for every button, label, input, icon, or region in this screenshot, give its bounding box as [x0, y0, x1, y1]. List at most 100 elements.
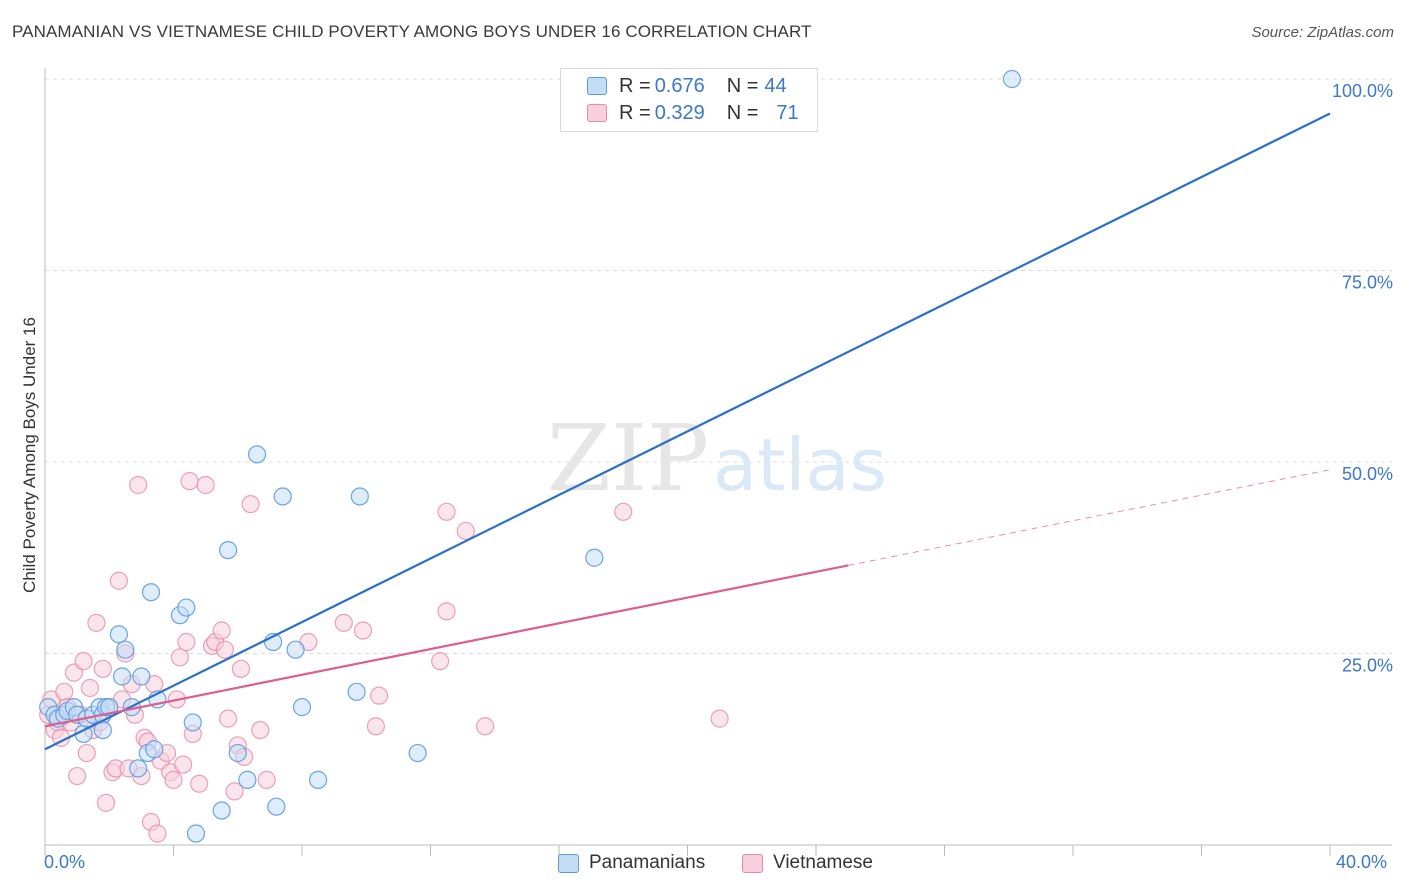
vietnamese-point — [437, 502, 456, 521]
vietnamese-point — [251, 720, 270, 740]
chart-source: Source: ZipAtlas.com — [1251, 24, 1394, 41]
watermark-zip: ZIP — [547, 405, 709, 512]
vietnamese-point — [437, 602, 456, 621]
vietnamese-point — [96, 793, 116, 812]
panamanian-point — [286, 640, 305, 659]
y-tick-label: 75.0% — [1342, 273, 1393, 293]
y-tick-labels: 25.0% 50.0% 75.0% 100.0% — [1332, 81, 1393, 676]
vietnamese-point — [190, 774, 209, 793]
vietnamese-point — [257, 770, 276, 789]
vietnamese-point — [334, 613, 353, 632]
legend-item-panamanians: Panamanians — [558, 852, 705, 874]
vietnamese-point — [431, 652, 450, 671]
panamanian-point — [100, 698, 119, 717]
vietnamese-point — [219, 709, 238, 728]
legend-r-value: 0.676 — [654, 74, 705, 97]
panamanian-point — [308, 770, 328, 789]
panamanian-point — [112, 667, 132, 686]
panamanian-point — [177, 598, 196, 617]
panamanian-point — [585, 548, 604, 567]
series-legend: Panamanians Vietnamese — [0, 852, 1406, 878]
legend-r-label: R = — [619, 74, 651, 97]
panamanian-point — [141, 583, 161, 602]
legend-r-value: 0.329 — [654, 101, 705, 124]
vietnamese-point — [148, 824, 167, 843]
vietnamese-point — [68, 766, 87, 786]
correlation-legend: R = 0.676 N = 44 R = 0.329 N = 71 — [560, 68, 818, 132]
legend-n-label: N = — [726, 74, 759, 97]
vietnamese-point — [80, 678, 100, 698]
x-tick-min: 0.0% — [44, 852, 86, 872]
legend-swatch-pink — [587, 104, 607, 122]
vietnamese-point — [366, 717, 385, 736]
vietnamese-point — [55, 682, 74, 701]
vietnamese-point — [476, 717, 495, 736]
vietnamese-point — [231, 659, 251, 678]
panamanian-point — [129, 759, 148, 778]
vietnamese-point — [174, 755, 193, 774]
y-tick-label: 100.0% — [1332, 81, 1393, 101]
legend-swatch-blue — [558, 853, 579, 873]
y-tick-label: 25.0% — [1342, 656, 1393, 676]
vietnamese-trend-extension — [848, 469, 1331, 566]
legend-item-vietnamese: Vietnamese — [742, 852, 873, 874]
chart-title: PANAMANIAN VS VIETNAMESE CHILD POVERTY A… — [12, 22, 812, 41]
panamanian-point — [186, 824, 206, 843]
x-tick-max: 40.0% — [1336, 852, 1388, 872]
panamanian-point — [273, 487, 292, 506]
panamanian-point — [267, 797, 286, 816]
panamanian-point — [238, 770, 257, 789]
vietnamese-point — [225, 782, 244, 801]
vietnamese-point — [456, 521, 475, 541]
vietnamese-point — [241, 495, 260, 514]
panamanian-point — [228, 743, 247, 763]
vietnamese-point — [170, 648, 190, 667]
vietnamese-point — [74, 652, 93, 671]
legend-row-vietnamese: R = 0.329 N = 71 — [587, 100, 799, 126]
vietnamese-point — [87, 613, 106, 632]
legend-r-label: R = — [619, 101, 651, 124]
vietnamese-point — [614, 502, 633, 521]
panamanian-point — [145, 740, 164, 759]
panamanian-trend-line — [44, 112, 1331, 751]
legend-swatch-pink — [742, 853, 763, 873]
panamanian-point — [408, 743, 427, 763]
panamanian-point — [212, 801, 231, 820]
vietnamese-point — [129, 475, 148, 495]
watermark-atlas: atlas — [713, 423, 887, 507]
vietnamese-point — [109, 571, 128, 590]
panamanian-point — [1002, 69, 1022, 89]
panamanian-point — [347, 682, 366, 701]
y-tick-label: 50.0% — [1342, 464, 1393, 484]
legend-n-value: 71 — [776, 101, 799, 124]
panamanian-point — [116, 640, 135, 659]
panamanian-point — [292, 698, 312, 717]
vietnamese-point — [215, 640, 234, 659]
y-axis-label: Child Poverty Among Boys Under 16 — [20, 317, 39, 593]
watermark: ZIP atlas — [547, 405, 887, 512]
panamanian-points — [39, 69, 1022, 843]
legend-n-label: N = — [726, 101, 759, 124]
legend-n-value: 44 — [764, 74, 787, 97]
trend-lines — [44, 112, 1331, 751]
legend-label-vietnamese: Vietnamese — [773, 852, 873, 873]
vietnamese-point — [93, 659, 112, 678]
legend-label-panamanians: Panamanians — [589, 852, 706, 873]
vietnamese-point — [180, 472, 199, 491]
vietnamese-points — [39, 472, 729, 843]
panamanian-point — [132, 667, 151, 686]
vietnamese-point — [77, 743, 96, 763]
vietnamese-point — [353, 621, 373, 640]
panamanian-point — [350, 487, 369, 506]
grid-lines — [45, 78, 1392, 654]
vietnamese-point — [212, 621, 231, 640]
vietnamese-point — [196, 475, 215, 495]
legend-swatch-blue — [587, 77, 607, 95]
panamanian-point — [247, 445, 267, 464]
vietnamese-point — [370, 686, 389, 705]
vietnamese-point — [164, 770, 183, 789]
panamanian-point — [183, 713, 202, 732]
panamanian-point — [109, 625, 128, 644]
vietnamese-trend-line — [44, 564, 849, 728]
